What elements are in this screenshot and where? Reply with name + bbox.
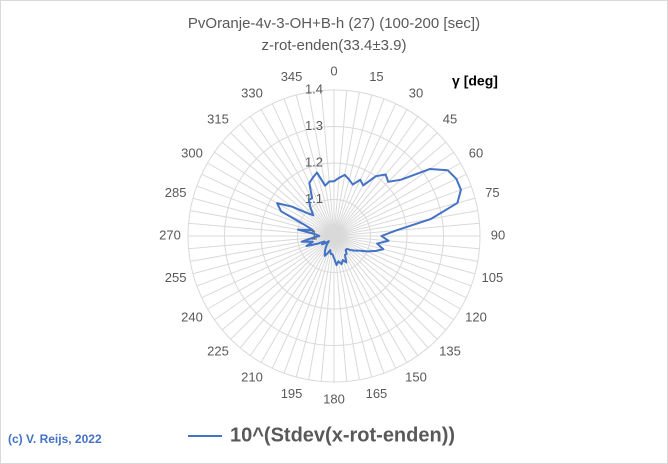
category-label: 165: [366, 386, 388, 401]
category-label: 285: [165, 185, 187, 200]
category-label: 330: [241, 85, 263, 100]
category-label: 150: [405, 369, 427, 384]
category-label: 180: [323, 391, 345, 406]
category-label: 60: [469, 145, 483, 160]
category-label: 315: [207, 111, 229, 126]
category-label: 90: [491, 227, 505, 242]
grid-ring: [187, 89, 481, 383]
grid-ring: [260, 162, 408, 310]
category-label: 195: [281, 386, 303, 401]
axis-label: γ [deg]: [452, 73, 498, 89]
series-line: [276, 168, 462, 267]
category-label: 225: [207, 343, 229, 358]
r-tick-label: 1.3: [305, 118, 323, 133]
category-label: 30: [409, 85, 423, 100]
category-label: 120: [465, 309, 487, 324]
category-label: 45: [443, 111, 457, 126]
category-label: 255: [165, 270, 187, 285]
category-label: 0: [330, 63, 337, 78]
category-label: 135: [439, 343, 461, 358]
chart-subtitle: z-rot-enden(33.4±3.9): [262, 37, 407, 54]
category-label: 240: [181, 309, 203, 324]
category-label: 210: [241, 369, 263, 384]
credit: (c) V. Reijs, 2022: [8, 432, 102, 446]
r-tick-label: 1.1: [305, 191, 323, 206]
grid-ring: [297, 199, 371, 273]
category-label: 105: [482, 270, 504, 285]
r-tick-label: 1.2: [305, 154, 323, 169]
chart-title: PvOranje-4v-3-OH+B-h (27) (100-200 [sec]…: [188, 15, 480, 32]
category-label: 300: [181, 145, 203, 160]
legend-label: 10^(Stdev(x-rot-enden)): [230, 424, 455, 446]
grid-ring: [224, 126, 444, 346]
r-tick-label: 1.4: [305, 81, 323, 96]
category-label: 75: [485, 185, 499, 200]
category-label: 15: [369, 69, 383, 84]
category-label: 345: [281, 69, 303, 84]
category-label: 270: [159, 227, 181, 242]
